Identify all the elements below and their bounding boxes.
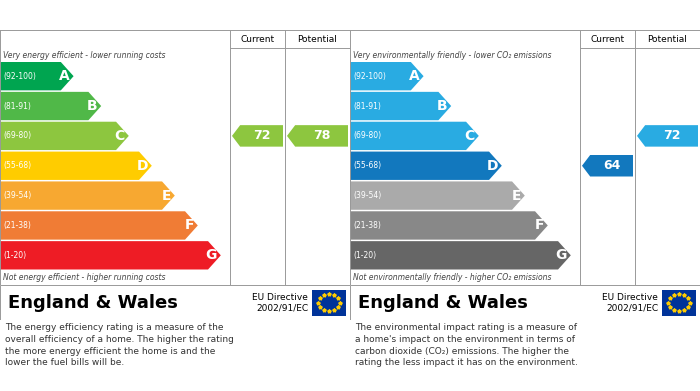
Text: (92-100): (92-100) — [3, 72, 36, 81]
Text: (39-54): (39-54) — [353, 191, 382, 200]
Text: G: G — [556, 248, 567, 262]
Polygon shape — [0, 181, 175, 210]
Polygon shape — [0, 211, 198, 240]
Text: Environmental Impact (CO₂) Rating: Environmental Impact (CO₂) Rating — [360, 9, 622, 22]
Text: (69-80): (69-80) — [353, 131, 381, 140]
Text: Current: Current — [590, 34, 624, 43]
Polygon shape — [350, 152, 502, 180]
Polygon shape — [0, 122, 129, 150]
Polygon shape — [350, 122, 479, 150]
Text: Not energy efficient - higher running costs: Not energy efficient - higher running co… — [3, 273, 165, 282]
Text: Not environmentally friendly - higher CO₂ emissions: Not environmentally friendly - higher CO… — [353, 273, 552, 282]
Polygon shape — [0, 62, 74, 90]
Text: 72: 72 — [253, 129, 270, 142]
Polygon shape — [350, 62, 424, 90]
Polygon shape — [0, 241, 220, 269]
Polygon shape — [350, 181, 525, 210]
FancyBboxPatch shape — [662, 289, 696, 316]
Text: F: F — [535, 219, 544, 233]
Polygon shape — [232, 125, 283, 147]
Text: (92-100): (92-100) — [353, 72, 386, 81]
Text: D: D — [486, 159, 498, 173]
Polygon shape — [0, 152, 152, 180]
Text: (55-68): (55-68) — [353, 161, 381, 170]
Text: 72: 72 — [663, 129, 680, 142]
Text: B: B — [87, 99, 97, 113]
Text: C: C — [465, 129, 475, 143]
Text: 64: 64 — [603, 159, 620, 172]
Text: Energy Efficiency Rating: Energy Efficiency Rating — [10, 9, 194, 22]
Text: D: D — [136, 159, 148, 173]
Text: C: C — [115, 129, 125, 143]
Text: (81-91): (81-91) — [353, 102, 381, 111]
Text: E: E — [512, 188, 521, 203]
Text: (21-38): (21-38) — [3, 221, 31, 230]
Text: EU Directive
2002/91/EC: EU Directive 2002/91/EC — [602, 293, 658, 312]
Text: The environmental impact rating is a measure of
a home's impact on the environme: The environmental impact rating is a mea… — [355, 323, 578, 368]
Text: E: E — [162, 188, 171, 203]
Text: Potential: Potential — [298, 34, 337, 43]
Text: Very energy efficient - lower running costs: Very energy efficient - lower running co… — [3, 51, 165, 60]
Text: (55-68): (55-68) — [3, 161, 31, 170]
Text: A: A — [59, 69, 70, 83]
Text: (1-20): (1-20) — [353, 251, 376, 260]
Text: (21-38): (21-38) — [353, 221, 381, 230]
Text: G: G — [206, 248, 217, 262]
Text: (1-20): (1-20) — [3, 251, 26, 260]
Polygon shape — [350, 92, 452, 120]
Polygon shape — [287, 125, 348, 147]
Text: F: F — [185, 219, 194, 233]
Text: EU Directive
2002/91/EC: EU Directive 2002/91/EC — [252, 293, 308, 312]
Text: (81-91): (81-91) — [3, 102, 31, 111]
Polygon shape — [0, 92, 102, 120]
Text: England & Wales: England & Wales — [358, 294, 528, 312]
Text: Potential: Potential — [648, 34, 687, 43]
Polygon shape — [582, 155, 633, 176]
Text: England & Wales: England & Wales — [8, 294, 178, 312]
Text: A: A — [409, 69, 420, 83]
Text: B: B — [437, 99, 447, 113]
Polygon shape — [637, 125, 698, 147]
Text: 78: 78 — [313, 129, 330, 142]
Polygon shape — [350, 241, 570, 269]
Polygon shape — [350, 211, 548, 240]
Text: Very environmentally friendly - lower CO₂ emissions: Very environmentally friendly - lower CO… — [353, 51, 552, 60]
Text: (39-54): (39-54) — [3, 191, 31, 200]
Text: The energy efficiency rating is a measure of the
overall efficiency of a home. T: The energy efficiency rating is a measur… — [5, 323, 234, 368]
Text: Current: Current — [240, 34, 274, 43]
Text: (69-80): (69-80) — [3, 131, 31, 140]
FancyBboxPatch shape — [312, 289, 346, 316]
